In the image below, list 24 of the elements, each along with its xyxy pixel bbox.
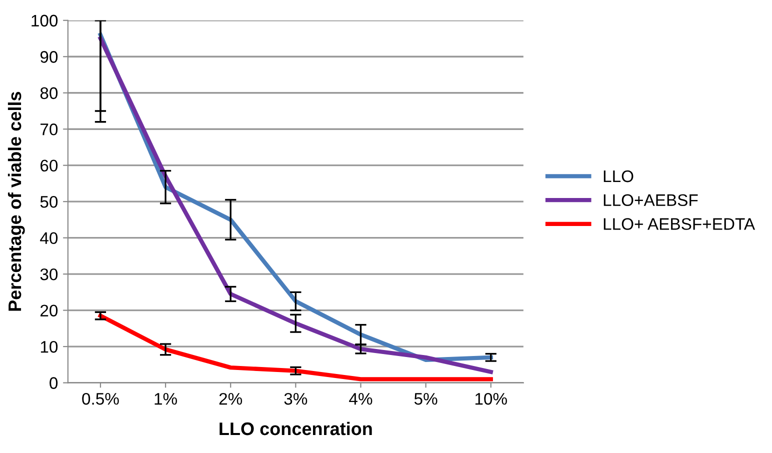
y-tick-label: 50 (40, 196, 58, 208)
x-tick-label: 1% (154, 393, 177, 405)
y-tick-label: 70 (40, 124, 58, 136)
legend-label: LLO+ AEBSF+EDTA (604, 218, 756, 230)
x-tick-label: 4% (349, 393, 372, 405)
y-tick-label: 60 (40, 160, 58, 172)
y-axis-title: Percentage of viable cells (8, 92, 25, 311)
x-tick-label: 0.5% (82, 392, 119, 405)
x-axis-title: LLO concenration (220, 422, 372, 436)
y-tick-label: 80 (40, 87, 58, 100)
y-tick-label: 40 (40, 232, 58, 244)
legend-label: LLO (604, 170, 634, 182)
x-tick-label: 10% (475, 392, 507, 405)
legend-label: LLO+AEBSF (604, 194, 698, 206)
x-tick-label: 2% (219, 392, 242, 405)
y-tick-label: 30 (40, 268, 58, 280)
x-tick-label: 3% (284, 392, 308, 405)
y-tick-label: 100 (32, 14, 58, 27)
x-tick-label: 5% (414, 393, 438, 405)
y-tick-label: 90 (40, 51, 58, 63)
y-tick-label: 0 (50, 377, 58, 389)
y-tick-label: 20 (40, 304, 58, 317)
y-tick-label: 10 (40, 340, 58, 353)
line-series (98, 314, 493, 382)
